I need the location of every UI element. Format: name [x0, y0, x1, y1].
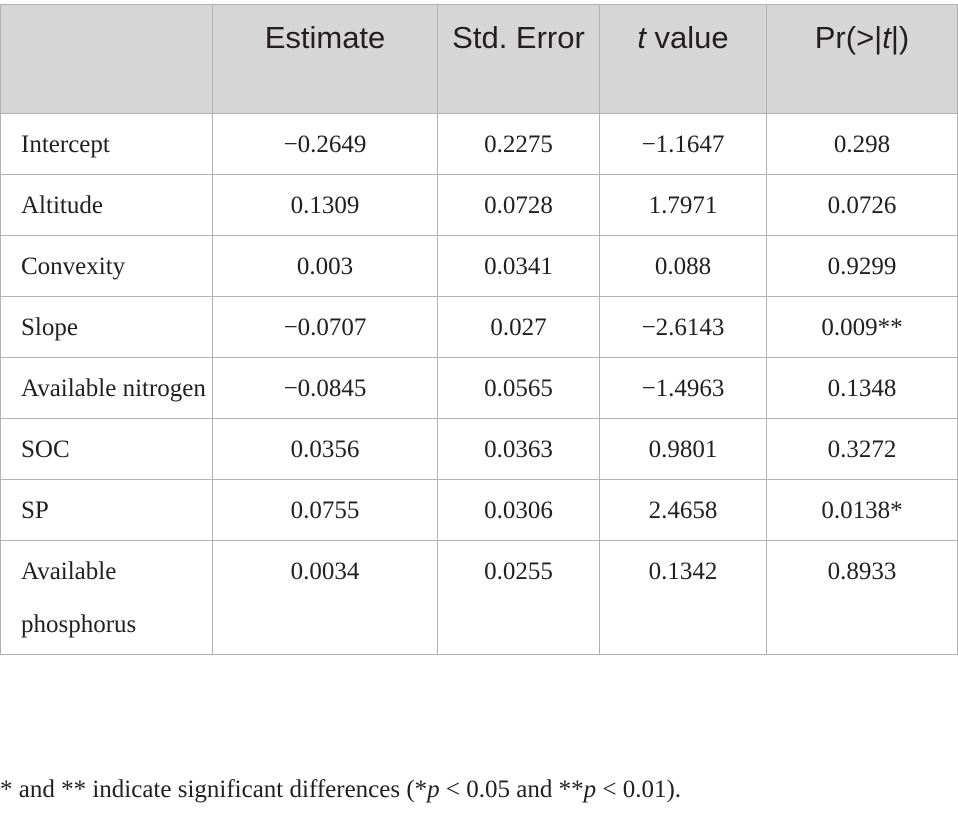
cell-estimate: 0.003	[212, 235, 438, 297]
cell-t-value: −1.1647	[599, 113, 767, 175]
row-label: Available nitrogen	[0, 357, 213, 419]
cell-t-value: 0.9801	[599, 418, 767, 480]
header-row: Estimate Std. Error t value Pr(>|t|)	[0, 4, 958, 114]
row-label: Slope	[0, 296, 213, 358]
cell-std-error: 0.2275	[437, 113, 600, 175]
cell-p-value: 0.0726	[766, 174, 958, 236]
cell-t-value: 2.4658	[599, 479, 767, 541]
row-label: Convexity	[0, 235, 213, 297]
cell-std-error: 0.027	[437, 296, 600, 358]
regression-table: Estimate Std. Error t value Pr(>|t|) Int…	[0, 4, 958, 655]
cell-p-value: 0.0138*	[766, 479, 958, 541]
footnote-prefix: * and ** indicate significant difference…	[0, 776, 428, 803]
cell-t-value: 0.088	[599, 235, 767, 297]
cell-p-value: 0.8933	[766, 540, 958, 655]
table-footnote: * and ** indicate significant difference…	[0, 774, 681, 806]
cell-std-error: 0.0363	[437, 418, 600, 480]
cell-p-value: 0.1348	[766, 357, 958, 419]
cell-estimate: 0.1309	[212, 174, 438, 236]
row-label: Intercept	[0, 113, 213, 175]
footnote-mid: < 0.05 and **	[439, 776, 584, 803]
cell-p-value: 0.9299	[766, 235, 958, 297]
cell-p-value: 0.298	[766, 113, 958, 175]
table-row: Slope −0.0707 0.027 −2.6143 0.009**	[0, 296, 958, 358]
cell-t-value: 0.1342	[599, 540, 767, 655]
table-row: SOC 0.0356 0.0363 0.9801 0.3272	[0, 418, 958, 480]
footnote-p-italic: p	[427, 776, 440, 803]
table-row: Convexity 0.003 0.0341 0.088 0.9299	[0, 235, 958, 297]
table-row: Altitude 0.1309 0.0728 1.7971 0.0726	[0, 174, 958, 236]
table-row: Available phosphorus 0.0034 0.0255 0.134…	[0, 540, 958, 655]
cell-std-error: 0.0728	[437, 174, 600, 236]
table-row: SP 0.0755 0.0306 2.4658 0.0138*	[0, 479, 958, 541]
table-body: Intercept −0.2649 0.2275 −1.1647 0.298 A…	[0, 113, 958, 655]
footnote-p-italic: p	[583, 776, 597, 803]
header-std-error: Std. Error	[437, 4, 600, 114]
cell-std-error: 0.0565	[437, 357, 600, 419]
header-pr-t-italic: t	[882, 20, 891, 55]
cell-estimate: 0.0755	[212, 479, 438, 541]
cell-estimate: −0.0845	[212, 357, 438, 419]
cell-std-error: 0.0255	[437, 540, 600, 655]
cell-estimate: 0.0356	[212, 418, 438, 480]
cell-t-value: −2.6143	[599, 296, 767, 358]
header-pr: Pr(>|t|)	[766, 4, 958, 114]
cell-p-value: 0.009**	[766, 296, 958, 358]
cell-estimate: −0.0707	[212, 296, 438, 358]
cell-estimate: −0.2649	[212, 113, 438, 175]
header-estimate: Estimate	[212, 4, 438, 114]
row-label: Altitude	[0, 174, 213, 236]
table-row: Intercept −0.2649 0.2275 −1.1647 0.298	[0, 113, 958, 175]
table-header: Estimate Std. Error t value Pr(>|t|)	[0, 4, 958, 114]
header-stub	[0, 4, 213, 114]
cell-t-value: −1.4963	[599, 357, 767, 419]
row-label: SOC	[0, 418, 213, 480]
cell-std-error: 0.0341	[437, 235, 600, 297]
cell-std-error: 0.0306	[437, 479, 600, 541]
cell-p-value: 0.3272	[766, 418, 958, 480]
header-t-italic: t	[637, 20, 646, 55]
cell-estimate: 0.0034	[212, 540, 438, 655]
header-t-value: t value	[599, 4, 767, 114]
row-label: SP	[0, 479, 213, 541]
cell-t-value: 1.7971	[599, 174, 767, 236]
row-label: Available phosphorus	[0, 540, 213, 655]
footnote-suffix: < 0.01).	[596, 776, 682, 803]
table-row: Available nitrogen −0.0845 0.0565 −1.496…	[0, 357, 958, 419]
